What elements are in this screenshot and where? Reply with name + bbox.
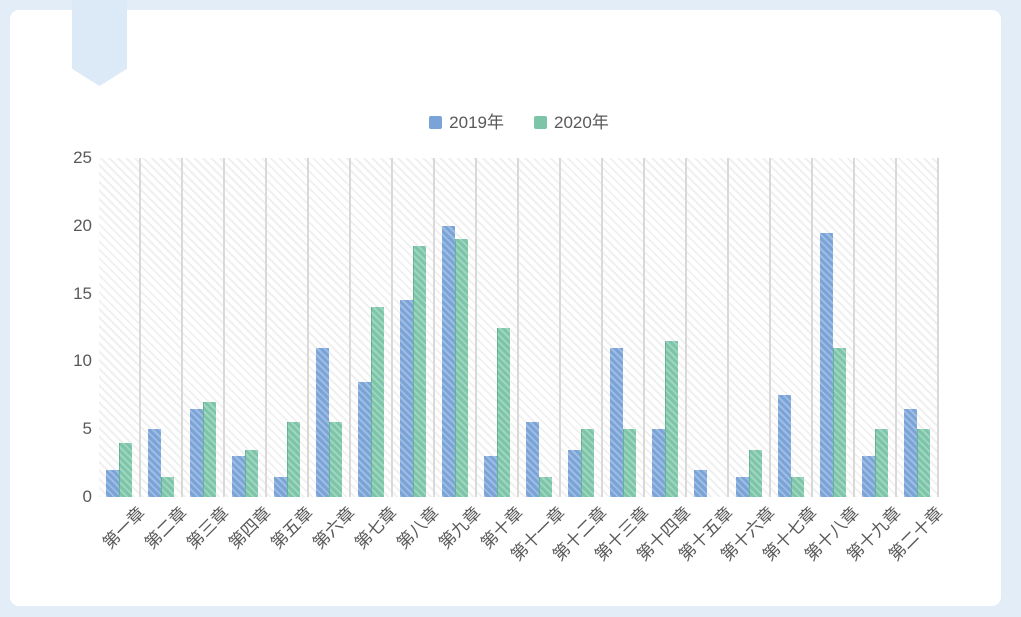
legend-item-2020[interactable]: 2020年 xyxy=(534,114,609,131)
category-slot xyxy=(729,158,771,497)
category-slot xyxy=(603,158,645,497)
category-slot xyxy=(351,158,393,497)
bar-2019[interactable] xyxy=(316,347,329,497)
category-slot xyxy=(477,158,519,497)
bar-2020[interactable] xyxy=(539,476,552,497)
category-slot xyxy=(645,158,687,497)
bar-2019[interactable] xyxy=(778,395,791,497)
category-slot xyxy=(267,158,309,497)
bar-2019[interactable] xyxy=(190,408,203,497)
category-slot xyxy=(393,158,435,497)
category-slot xyxy=(561,158,603,497)
bar-2019[interactable] xyxy=(862,456,875,497)
category-slot xyxy=(99,158,141,497)
bar-2020[interactable] xyxy=(203,402,216,497)
chart-legend: 2019年 2020年 xyxy=(99,114,939,131)
y-axis-tick-label: 20 xyxy=(73,215,92,235)
bookmark-ribbon-icon xyxy=(72,0,127,86)
bar-2020[interactable] xyxy=(455,239,468,497)
bar-2020[interactable] xyxy=(749,449,762,497)
bar-2019[interactable] xyxy=(568,449,581,497)
y-axis-tick-label: 0 xyxy=(82,487,92,506)
bar-2019[interactable] xyxy=(820,232,833,497)
legend-item-2019[interactable]: 2019年 xyxy=(429,114,504,131)
category-slot xyxy=(435,158,477,497)
bar-2019[interactable] xyxy=(274,476,287,497)
bar-2019[interactable] xyxy=(610,347,623,497)
bar-2019[interactable] xyxy=(736,476,749,497)
bar-2020[interactable] xyxy=(833,347,846,497)
y-axis-tick-label: 10 xyxy=(73,351,92,371)
bar-2020[interactable] xyxy=(917,429,930,497)
bar-2019[interactable] xyxy=(106,469,119,497)
bar-2020[interactable] xyxy=(413,246,426,497)
category-slot xyxy=(687,158,729,497)
bar-2020[interactable] xyxy=(329,422,342,497)
bar-2020[interactable] xyxy=(497,327,510,497)
bar-2019[interactable] xyxy=(400,300,413,497)
legend-label: 2019年 xyxy=(449,113,504,132)
bar-2020[interactable] xyxy=(581,429,594,497)
bar-2020[interactable] xyxy=(161,476,174,497)
bar-2020[interactable] xyxy=(875,429,888,497)
bar-2019[interactable] xyxy=(442,225,455,497)
bar-2020[interactable] xyxy=(245,449,258,497)
category-slot xyxy=(771,158,813,497)
y-axis-tick-label: 15 xyxy=(73,283,92,303)
category-slot xyxy=(897,158,939,497)
bar-2019[interactable] xyxy=(232,456,245,497)
category-slot xyxy=(183,158,225,497)
plot-area xyxy=(99,158,939,497)
category-slot xyxy=(855,158,897,497)
bar-2020[interactable] xyxy=(371,307,384,497)
bar-2020[interactable] xyxy=(791,476,804,497)
bar-2019[interactable] xyxy=(694,469,707,497)
bar-2019[interactable] xyxy=(148,429,161,497)
legend-swatch-2020 xyxy=(534,116,547,129)
category-slot xyxy=(813,158,855,497)
bar-2020[interactable] xyxy=(665,341,678,497)
legend-label: 2020年 xyxy=(554,113,609,132)
category-slot xyxy=(141,158,183,497)
bar-2019[interactable] xyxy=(526,422,539,497)
bar-2020[interactable] xyxy=(119,442,132,497)
y-axis-tick-label: 25 xyxy=(73,148,92,167)
category-slot xyxy=(309,158,351,497)
bar-2019[interactable] xyxy=(904,408,917,497)
bar-2019[interactable] xyxy=(358,381,371,497)
category-slot xyxy=(225,158,267,497)
y-axis-tick-label: 5 xyxy=(82,419,92,439)
bar-2020[interactable] xyxy=(623,429,636,497)
bar-2020[interactable] xyxy=(287,422,300,497)
category-slot xyxy=(519,158,561,497)
legend-swatch-2019 xyxy=(429,116,443,129)
bar-2019[interactable] xyxy=(484,456,497,497)
bar-2019[interactable] xyxy=(652,429,665,497)
